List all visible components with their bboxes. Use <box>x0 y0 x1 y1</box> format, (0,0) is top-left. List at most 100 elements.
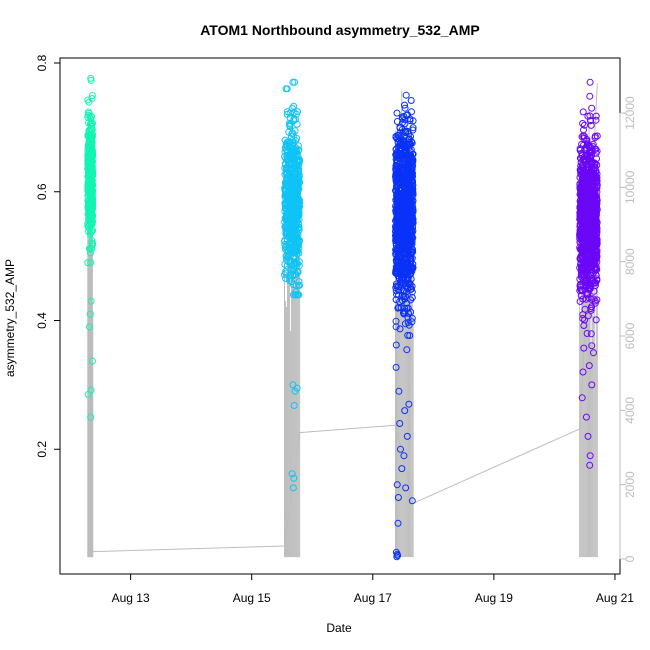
data-point <box>587 121 595 129</box>
data-point <box>579 256 587 264</box>
data-point <box>395 178 403 186</box>
data-point <box>289 153 297 161</box>
data-point <box>87 115 95 123</box>
data-point <box>394 519 402 527</box>
data-point <box>84 96 92 104</box>
data-point <box>401 104 409 112</box>
y2-tick-label: 8000 <box>623 248 637 275</box>
axes-layer: 0.2 0.4 0.6 0.8 0 2000 4000 6000 8000 10000 12000 A… <box>35 54 637 605</box>
data-point <box>587 330 595 338</box>
data-point <box>88 245 96 253</box>
data-point <box>580 344 588 352</box>
data-point <box>289 231 297 239</box>
data-point <box>402 211 410 219</box>
x-tick-label: Aug 21 <box>596 591 634 605</box>
data-point <box>580 322 588 329</box>
data-point <box>400 183 408 191</box>
data-point <box>401 307 409 315</box>
data-point <box>406 162 414 170</box>
data-point <box>85 323 93 331</box>
data-point <box>285 185 293 193</box>
data-point <box>87 259 95 267</box>
data-point <box>394 235 402 243</box>
data-point <box>294 282 302 289</box>
data-point <box>409 126 417 134</box>
scatter-points-layer <box>84 74 601 561</box>
data-point <box>407 228 415 236</box>
data-point <box>396 325 404 333</box>
data-point <box>392 548 400 556</box>
data-point <box>288 104 296 112</box>
data-point <box>85 188 93 196</box>
data-point <box>284 138 292 146</box>
data-point <box>590 219 598 227</box>
data-point <box>86 310 94 318</box>
data-point <box>281 144 289 151</box>
data-point <box>581 184 589 192</box>
data-point <box>87 297 95 305</box>
data-point <box>290 474 298 482</box>
data-point <box>85 245 93 253</box>
data-point <box>591 234 599 242</box>
data-point <box>400 452 408 460</box>
data-point <box>85 174 93 182</box>
secondary-series-line <box>87 83 598 553</box>
data-point <box>283 85 291 93</box>
data-point <box>392 280 400 288</box>
data-point <box>403 432 411 440</box>
data-point <box>587 193 595 201</box>
data-point <box>408 177 416 184</box>
data-point <box>404 331 412 339</box>
data-point <box>406 283 414 291</box>
data-point <box>88 95 96 102</box>
data-point <box>586 78 594 86</box>
y2-tick-label: 10000 <box>623 170 637 204</box>
x-tick-label: Aug 19 <box>475 591 513 605</box>
data-point <box>583 282 591 290</box>
data-point <box>408 294 416 302</box>
data-point <box>285 240 293 247</box>
data-point <box>87 180 95 188</box>
data-point <box>282 204 289 212</box>
data-point <box>409 124 417 132</box>
data-point <box>406 281 414 288</box>
data-point <box>576 203 584 211</box>
data-point <box>399 255 407 263</box>
data-point <box>292 149 300 157</box>
data-point <box>577 170 585 178</box>
data-point <box>85 139 93 147</box>
data-point <box>289 484 297 492</box>
data-point <box>586 237 593 245</box>
data-point <box>401 407 409 415</box>
y2-tick-label: 4000 <box>623 397 637 424</box>
data-point <box>291 291 299 299</box>
data-point <box>292 162 300 170</box>
data-point <box>392 267 400 275</box>
data-point <box>406 115 414 123</box>
data-point <box>402 484 410 492</box>
data-point <box>293 244 300 252</box>
data-point <box>402 282 410 290</box>
data-point <box>393 226 401 234</box>
data-point <box>394 304 402 312</box>
data-point <box>592 316 600 324</box>
data-point <box>577 207 585 215</box>
data-point <box>282 269 290 277</box>
data-point <box>89 196 96 204</box>
data-point <box>395 190 403 197</box>
data-point <box>593 155 600 163</box>
data-point <box>593 248 601 256</box>
data-point <box>293 384 301 392</box>
data-point <box>593 275 601 283</box>
data-point <box>290 117 298 125</box>
data-point <box>593 132 601 140</box>
data-point <box>408 314 416 322</box>
data-point <box>408 214 416 222</box>
data-point <box>393 207 401 215</box>
data-point <box>404 222 412 230</box>
data-point <box>398 465 406 473</box>
data-point <box>397 205 405 213</box>
data-point <box>281 271 288 279</box>
data-point <box>397 132 405 140</box>
data-point <box>394 552 402 559</box>
